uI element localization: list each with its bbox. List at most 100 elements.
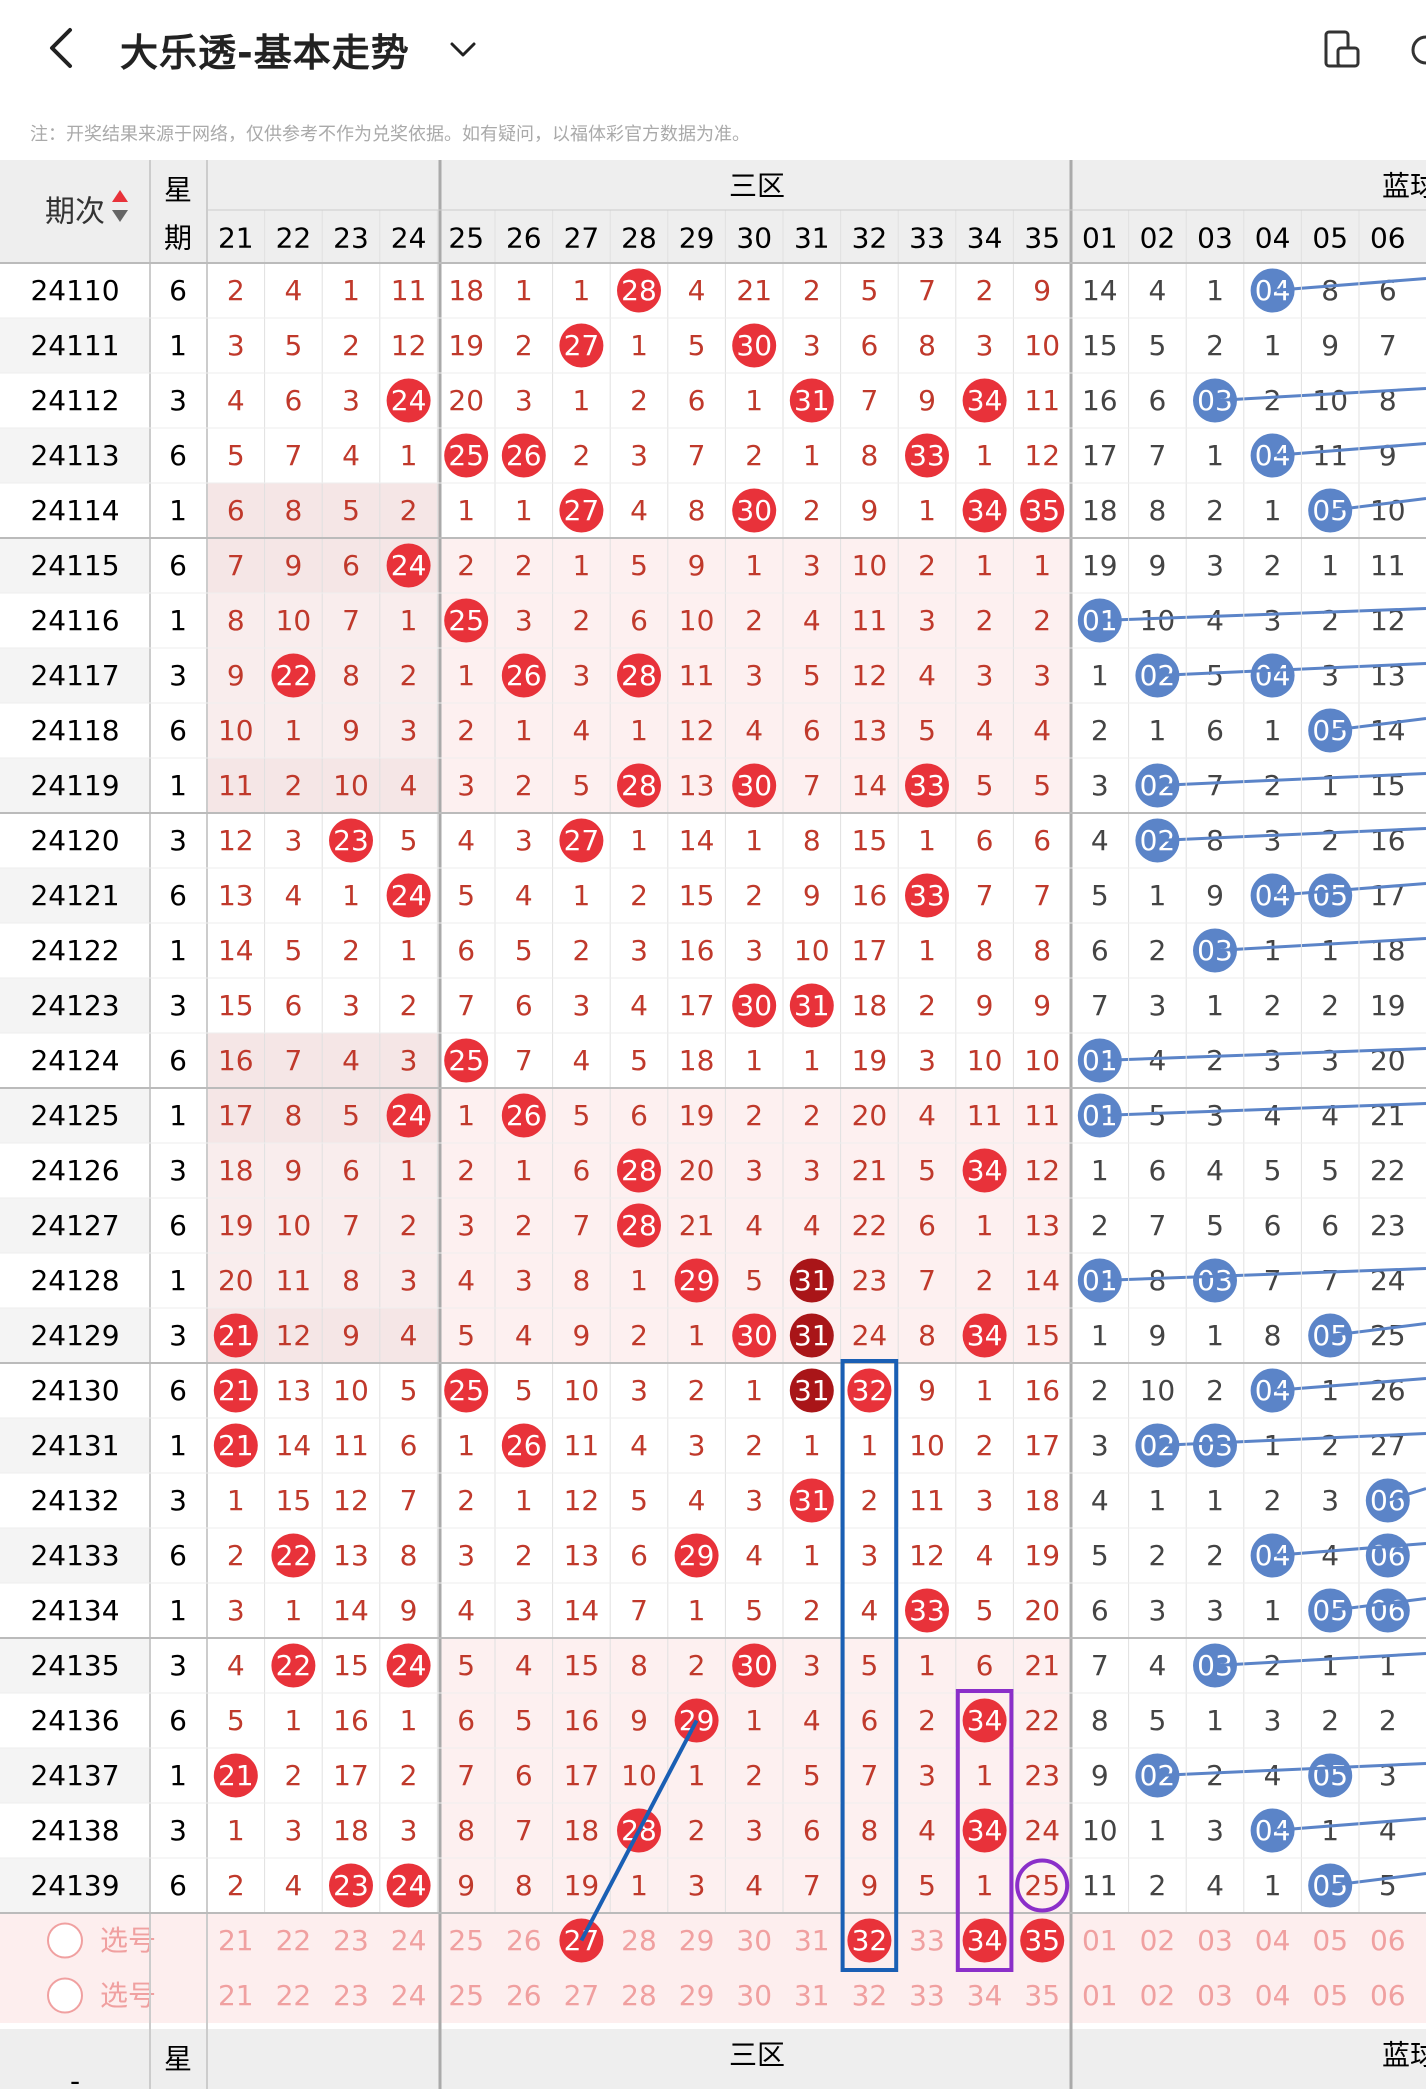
red-miss-count: 5 <box>342 1099 360 1132</box>
weekday-header-2: 期 <box>164 222 192 255</box>
blue-miss-count: 4 <box>1206 1154 1224 1187</box>
select-radio[interactable] <box>47 1977 83 2014</box>
select-blue-number[interactable]: 04 <box>1255 1924 1291 1957</box>
period-cell: 24126 <box>30 1154 119 1187</box>
select-red-number[interactable]: 32 <box>852 1979 888 2012</box>
red-miss-count: 2 <box>803 1594 821 1627</box>
red-miss-count: 25 <box>1024 1869 1060 1902</box>
select-red-number[interactable]: 34 <box>967 1979 1003 2012</box>
selected-red-ball[interactable] <box>962 1918 1007 1963</box>
sort-down-icon[interactable] <box>112 210 128 222</box>
select-red-number[interactable]: 29 <box>679 1979 715 2012</box>
blue-miss-count: 2 <box>1264 769 1282 802</box>
select-red-number[interactable]: 22 <box>276 1924 312 1957</box>
phone-rotate-icon[interactable] <box>1320 28 1364 72</box>
select-red-number[interactable]: 21 <box>218 1979 254 2012</box>
red-miss-count: 4 <box>457 1594 475 1627</box>
blue-miss-count: 5 <box>1091 879 1109 912</box>
select-blue-number[interactable]: 05 <box>1312 1924 1348 1957</box>
select-red-number[interactable]: 22 <box>276 1979 312 2012</box>
sort-up-icon[interactable] <box>112 190 128 202</box>
red-ball <box>386 1863 431 1908</box>
select-red-number[interactable]: 25 <box>448 1924 484 1957</box>
select-red-number[interactable]: 35 <box>1024 1979 1060 2012</box>
red-ball <box>732 1643 777 1688</box>
select-red-number[interactable]: 31 <box>794 1924 830 1957</box>
chevron-left-icon[interactable] <box>40 26 80 70</box>
blue-trend-line <box>1330 1872 1426 1887</box>
selected-red-number[interactable]: 35 <box>1024 1924 1060 1957</box>
select-red-number[interactable]: 27 <box>564 1979 600 2012</box>
select-red-number[interactable]: 28 <box>621 1924 657 1957</box>
blue-miss-count: 9 <box>1091 1759 1109 1792</box>
blue-miss-count: 4 <box>1148 1649 1166 1682</box>
selected-red-ball[interactable] <box>847 1918 892 1963</box>
red-miss-count: 3 <box>400 714 418 747</box>
red-miss-count: 15 <box>333 1649 369 1682</box>
select-red-number[interactable]: 26 <box>506 1924 542 1957</box>
red-miss-count: 24 <box>1024 1814 1060 1847</box>
select-red-number[interactable]: 33 <box>909 1979 945 2012</box>
weekday-cell: 3 <box>169 824 187 857</box>
select-blue-number[interactable]: 02 <box>1140 1979 1176 2012</box>
select-radio[interactable] <box>47 1922 83 1959</box>
select-red-number[interactable]: 30 <box>736 1979 772 2012</box>
select-red-number[interactable]: 28 <box>621 1979 657 2012</box>
red-ball-number: 27 <box>564 329 600 362</box>
select-label[interactable]: 选号 <box>100 1924 156 1957</box>
select-label[interactable]: 选号 <box>100 1979 156 2012</box>
red-miss-count: 1 <box>400 1154 418 1187</box>
select-red-number[interactable]: 31 <box>794 1979 830 2012</box>
period-cell: 24124 <box>30 1044 119 1077</box>
red-miss-count: 18 <box>448 274 484 307</box>
select-red-number[interactable]: 25 <box>448 1979 484 2012</box>
select-blue-number[interactable]: 01 <box>1082 1924 1118 1957</box>
select-red-number[interactable]: 29 <box>679 1924 715 1957</box>
select-red-number[interactable]: 26 <box>506 1979 542 2012</box>
red-ball-number: 21 <box>218 1319 254 1352</box>
selected-red-number[interactable]: 34 <box>967 1924 1003 1957</box>
select-red-number[interactable]: 33 <box>909 1924 945 1957</box>
red-miss-count: 20 <box>218 1264 254 1297</box>
red-ball <box>847 1368 892 1413</box>
red-miss-count: 7 <box>457 1759 475 1792</box>
select-red-number[interactable]: 23 <box>333 1979 369 2012</box>
blue-miss-count: 6 <box>1206 714 1224 747</box>
select-blue-number[interactable]: 03 <box>1197 1979 1233 2012</box>
period-cell: 24119 <box>30 769 119 802</box>
selected-red-ball[interactable] <box>1020 1918 1065 1963</box>
more-icon[interactable] <box>1410 28 1426 72</box>
select-red-number[interactable]: 30 <box>736 1924 772 1957</box>
select-blue-number[interactable]: 06 <box>1370 1979 1406 2012</box>
blue-miss-count: 2 <box>1206 1044 1224 1077</box>
blue-ball <box>1193 1258 1237 1303</box>
select-blue-number[interactable]: 03 <box>1197 1924 1233 1957</box>
select-red-number[interactable]: 24 <box>391 1924 427 1957</box>
red-miss-count: 7 <box>342 604 360 637</box>
red-col-header: 34 <box>967 222 1003 255</box>
red-miss-count: 5 <box>918 714 936 747</box>
red-ball <box>386 543 431 588</box>
red-ball-number: 23 <box>333 1869 369 1902</box>
select-blue-number[interactable]: 01 <box>1082 1979 1118 2012</box>
select-red-number[interactable]: 24 <box>391 1979 427 2012</box>
red-ball <box>213 1753 258 1798</box>
select-blue-number[interactable]: 02 <box>1140 1924 1176 1957</box>
period-header[interactable]: 期次 <box>45 195 105 230</box>
period-cell: 24139 <box>30 1869 119 1902</box>
blue-miss-count: 5 <box>1379 1869 1397 1902</box>
red-miss-count: 1 <box>572 879 590 912</box>
chevron-down-icon[interactable] <box>448 34 478 64</box>
red-miss-count: 1 <box>515 274 533 307</box>
select-blue-number[interactable]: 04 <box>1255 1979 1291 2012</box>
select-blue-number[interactable]: 05 <box>1312 1979 1348 2012</box>
blue-miss-count: 4 <box>1321 1539 1339 1572</box>
red-miss-count: 9 <box>572 1319 590 1352</box>
blue-miss-count: 6 <box>1148 1154 1166 1187</box>
select-red-number[interactable]: 23 <box>333 1924 369 1957</box>
select-red-number[interactable]: 21 <box>218 1924 254 1957</box>
selected-red-number[interactable]: 32 <box>852 1924 888 1957</box>
select-blue-number[interactable]: 06 <box>1370 1924 1406 1957</box>
red-ball-number: 30 <box>736 769 772 802</box>
red-miss-count: 4 <box>515 1649 533 1682</box>
